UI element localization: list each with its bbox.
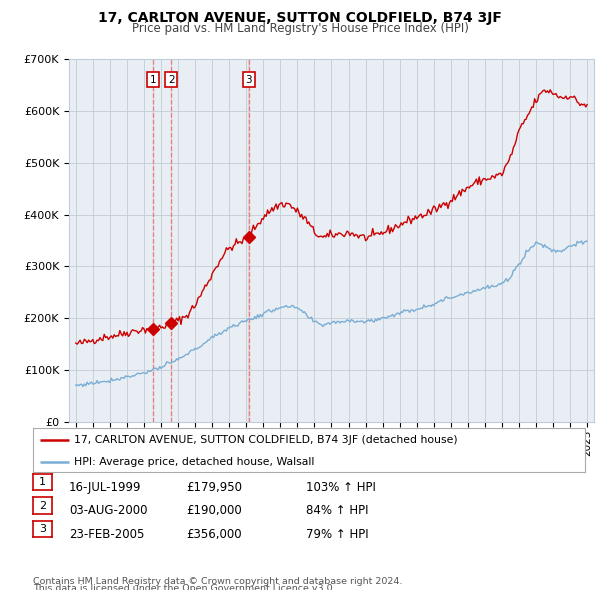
- Text: Price paid vs. HM Land Registry's House Price Index (HPI): Price paid vs. HM Land Registry's House …: [131, 22, 469, 35]
- Text: 16-JUL-1999: 16-JUL-1999: [69, 481, 142, 494]
- Text: 3: 3: [245, 75, 252, 85]
- Text: 3: 3: [39, 525, 46, 534]
- Text: Contains HM Land Registry data © Crown copyright and database right 2024.: Contains HM Land Registry data © Crown c…: [33, 577, 403, 586]
- Text: 23-FEB-2005: 23-FEB-2005: [69, 528, 145, 541]
- Text: 17, CARLTON AVENUE, SUTTON COLDFIELD, B74 3JF: 17, CARLTON AVENUE, SUTTON COLDFIELD, B7…: [98, 11, 502, 25]
- Text: 2: 2: [39, 501, 46, 510]
- Text: £190,000: £190,000: [186, 504, 242, 517]
- Text: 1: 1: [150, 75, 157, 85]
- Text: This data is licensed under the Open Government Licence v3.0.: This data is licensed under the Open Gov…: [33, 584, 335, 590]
- Text: HPI: Average price, detached house, Walsall: HPI: Average price, detached house, Wals…: [74, 457, 315, 467]
- Text: 2: 2: [168, 75, 175, 85]
- Text: £179,950: £179,950: [186, 481, 242, 494]
- Text: 17, CARLTON AVENUE, SUTTON COLDFIELD, B74 3JF (detached house): 17, CARLTON AVENUE, SUTTON COLDFIELD, B7…: [74, 435, 458, 445]
- Text: 103% ↑ HPI: 103% ↑ HPI: [306, 481, 376, 494]
- Text: 84% ↑ HPI: 84% ↑ HPI: [306, 504, 368, 517]
- Text: 1: 1: [39, 477, 46, 487]
- Text: £356,000: £356,000: [186, 528, 242, 541]
- Text: 79% ↑ HPI: 79% ↑ HPI: [306, 528, 368, 541]
- Text: 03-AUG-2000: 03-AUG-2000: [69, 504, 148, 517]
